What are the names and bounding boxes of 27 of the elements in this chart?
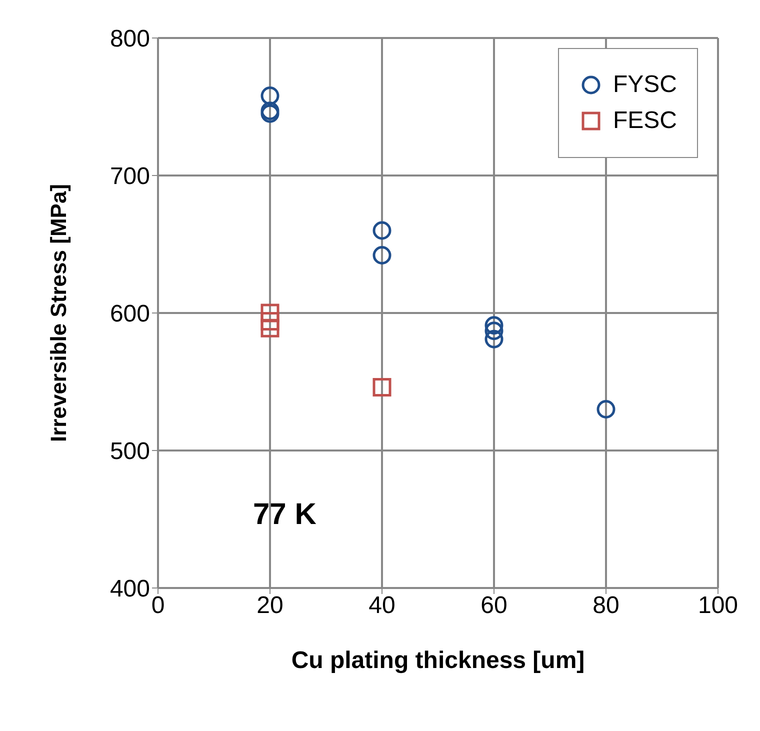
point [372, 221, 392, 240]
y-tick-label: 400 [110, 576, 150, 603]
point [260, 86, 280, 105]
x-tick-label: 20 [256, 592, 284, 620]
x-tick-label: 100 [698, 592, 738, 620]
point [596, 400, 616, 418]
legend-label: FYSC [612, 71, 677, 99]
point [484, 322, 504, 340]
y-tick-label: 800 [110, 26, 150, 53]
point [260, 312, 280, 330]
x-tick-label: 60 [480, 592, 508, 620]
point [260, 304, 280, 322]
point [484, 316, 504, 335]
x-tick-label: 80 [592, 592, 620, 620]
point [260, 318, 280, 338]
point [372, 378, 392, 396]
x-tick-label: 0 [151, 592, 165, 620]
annotation: 77 K [253, 498, 316, 532]
x-tick-label: 40 [368, 592, 396, 620]
legend-label: FESC [612, 107, 677, 135]
y-axis-title: Irreversible Stress [MPa] [46, 184, 71, 442]
x-axis-title: Cu plating thickness [um] [291, 647, 585, 674]
y-tick-label: 500 [110, 438, 150, 466]
point [484, 330, 504, 348]
point [372, 246, 392, 264]
y-tick-label: 600 [110, 300, 150, 328]
y-tick-label: 700 [110, 163, 150, 190]
